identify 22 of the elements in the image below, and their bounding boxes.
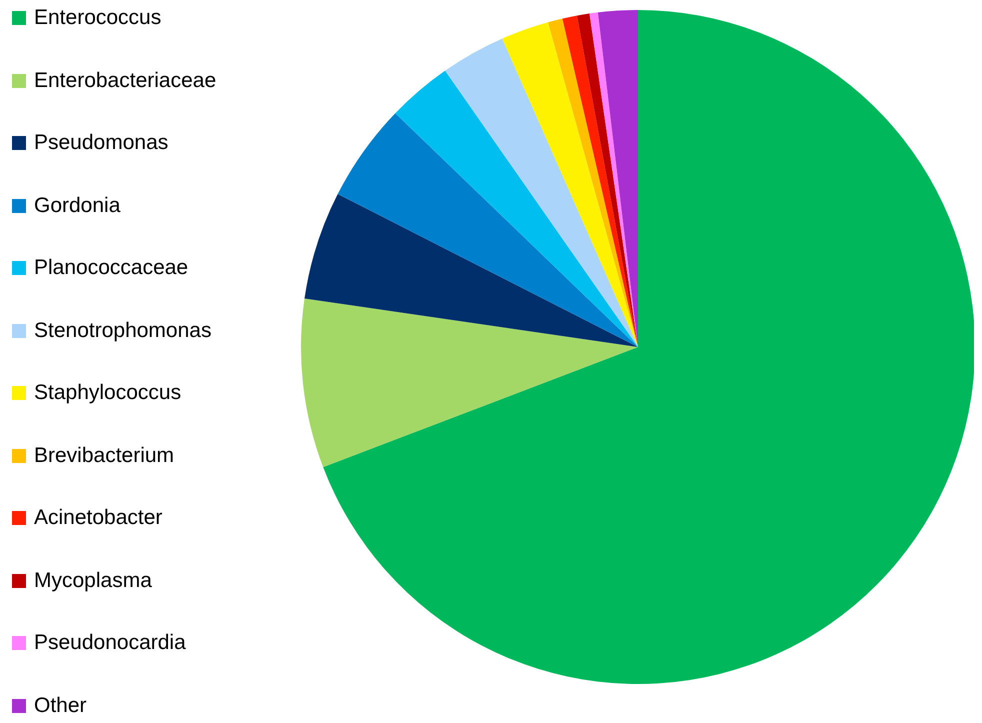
pie-slice	[395, 70, 638, 347]
pie-slice	[548, 18, 638, 347]
legend-label: Stenotrophomonas	[34, 318, 212, 342]
pie-slice	[323, 10, 974, 684]
pie-slice	[562, 16, 638, 347]
legend-label: Brevibacterium	[34, 444, 174, 468]
legend-label: Gordonia	[34, 194, 120, 218]
legend-label: Staphylococcus	[34, 381, 182, 405]
legend-label: Enterococcus	[34, 6, 162, 30]
pie-slice	[598, 10, 638, 347]
legend-label: Pseudonocardia	[34, 631, 186, 655]
legend-label: Other	[34, 694, 87, 718]
pie-slice	[502, 22, 638, 347]
legend-label: Acinetobacter	[34, 506, 162, 530]
pie-slice	[445, 38, 638, 347]
legend-label: Mycoplasma	[34, 568, 152, 592]
pie-slice	[338, 113, 638, 347]
legend-label: Planococcaceae	[34, 256, 188, 280]
pie-slice	[304, 194, 638, 347]
legend-label: Enterobacteriaceae	[34, 68, 216, 92]
pie-slice	[301, 298, 638, 468]
legend-label: Pseudomonas	[34, 131, 168, 155]
